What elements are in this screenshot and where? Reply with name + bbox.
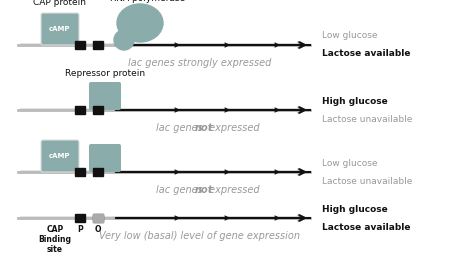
Text: RNA polymerase: RNA polymerase	[110, 0, 185, 3]
FancyBboxPatch shape	[89, 144, 121, 172]
Text: Very low (basal) level of gene expression: Very low (basal) level of gene expressio…	[100, 231, 301, 241]
Bar	[75, 106, 85, 114]
Text: expressed: expressed	[206, 123, 259, 133]
Text: High glucose: High glucose	[322, 97, 388, 105]
Text: site: site	[47, 245, 63, 254]
Bar	[75, 214, 85, 222]
Text: cAMP: cAMP	[49, 153, 71, 159]
Text: not: not	[194, 185, 213, 195]
Text: lac genes: lac genes	[156, 123, 206, 133]
Text: High glucose: High glucose	[322, 205, 388, 213]
Circle shape	[114, 30, 134, 50]
Text: lac genes: lac genes	[156, 185, 206, 195]
Ellipse shape	[117, 4, 163, 42]
Text: Lactose available: Lactose available	[322, 50, 410, 58]
FancyBboxPatch shape	[89, 82, 121, 110]
Text: O: O	[95, 225, 101, 234]
Text: not: not	[194, 123, 213, 133]
Bar	[93, 41, 103, 49]
Text: cAMP: cAMP	[49, 26, 71, 32]
Text: Low glucose: Low glucose	[322, 32, 377, 40]
Text: Repressor protein: Repressor protein	[65, 69, 145, 78]
FancyBboxPatch shape	[41, 140, 79, 172]
Text: CAP protein: CAP protein	[34, 0, 86, 7]
Bar	[93, 168, 103, 176]
Text: Low glucose: Low glucose	[322, 158, 377, 168]
Text: Lactose available: Lactose available	[322, 222, 410, 232]
Text: Lactose unavailable: Lactose unavailable	[322, 176, 412, 186]
Bar	[75, 41, 85, 49]
Text: expressed: expressed	[206, 185, 259, 195]
Bar	[93, 106, 103, 114]
Bar	[75, 168, 85, 176]
Bar	[93, 214, 103, 222]
FancyBboxPatch shape	[41, 13, 79, 45]
Text: lac genes strongly expressed: lac genes strongly expressed	[128, 58, 272, 68]
Text: P: P	[77, 225, 83, 234]
Bar	[93, 214, 103, 222]
Text: Binding: Binding	[38, 235, 72, 244]
Text: CAP: CAP	[46, 225, 64, 234]
Text: Lactose unavailable: Lactose unavailable	[322, 115, 412, 123]
